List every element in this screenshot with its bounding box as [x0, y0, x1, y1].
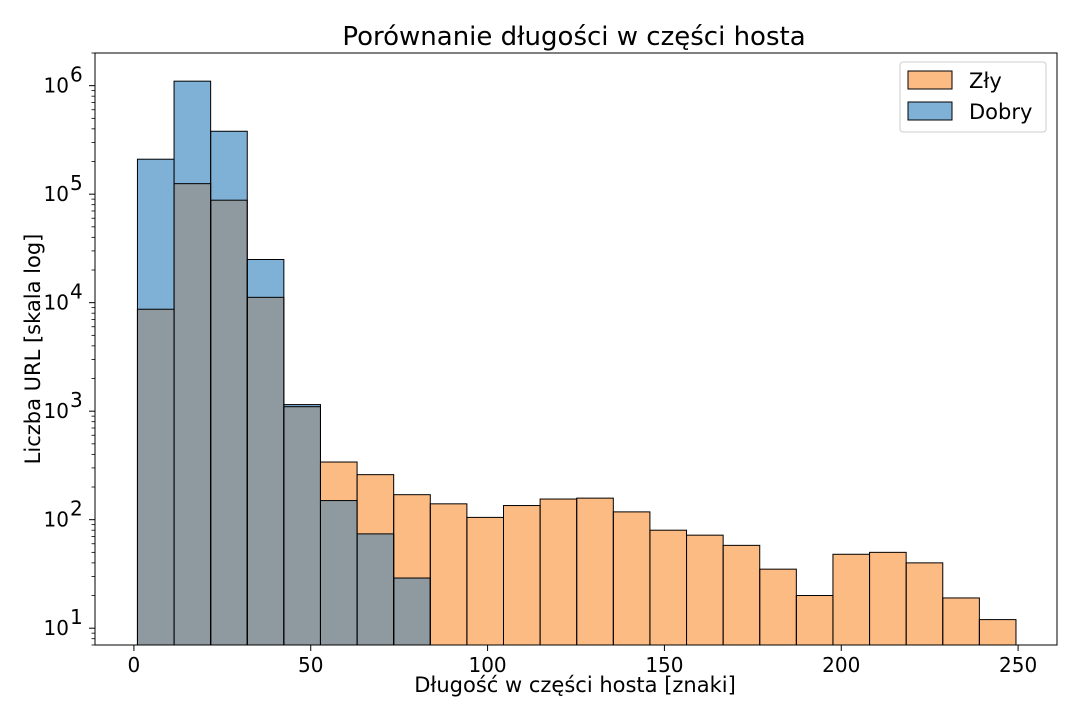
x-tick-label-200: 200	[822, 653, 860, 677]
legend-swatch-dobry	[907, 101, 953, 121]
y-tick-label-3: 10	[44, 291, 69, 315]
y-tick-exponent-4: 5	[70, 171, 83, 195]
legend-swatch-zly	[907, 70, 953, 90]
bar-bin-0-overlap	[137, 309, 175, 645]
y-tick-exponent-3: 4	[70, 280, 83, 304]
bar-bin-12-top	[576, 498, 614, 645]
bar-bin-17-top	[759, 569, 797, 645]
y-tick-label-0: 10	[44, 616, 69, 640]
bar-bin-4-overlap	[283, 406, 321, 645]
x-axis: 0 50 100 150 200 250	[128, 645, 1037, 677]
y-tick-label-5: 10	[44, 74, 69, 98]
bar-bin-21-top	[906, 562, 943, 645]
bar-bin-11-top	[540, 499, 577, 645]
y-tick-label-4: 10	[44, 182, 69, 206]
bar-bin-9-top	[466, 517, 504, 645]
bar-bin-13-top	[613, 511, 650, 645]
y-tick-label-2: 10	[44, 399, 69, 423]
chart-title: Porównanie długości w części hosta	[342, 22, 805, 52]
bar-bin-2-overlap	[210, 200, 248, 646]
bar-bin-1-overlap	[174, 183, 211, 646]
x-tick-label-150: 150	[645, 653, 683, 677]
bar-bin-15-top	[686, 535, 724, 645]
plot-frame	[94, 52, 1058, 646]
y-axis-title: Liczba URL [skala log]	[21, 234, 45, 465]
bar-bin-7-overlap	[393, 578, 431, 645]
legend-label-dobry: Dobry	[969, 100, 1032, 124]
bar-bin-3-overlap	[247, 297, 284, 645]
bar-bin-14-top	[649, 530, 687, 645]
bar-bin-18-top	[796, 595, 833, 645]
x-tick-label-50: 50	[298, 653, 323, 677]
legend: Zły Dobry	[899, 61, 1047, 133]
y-tick-exponent-0: 1	[70, 605, 83, 629]
y-tick-exponent-2: 3	[70, 388, 83, 412]
x-tick-label-0: 0	[128, 653, 141, 677]
bar-bin-6-overlap	[357, 533, 394, 645]
bars-group	[136, 80, 1017, 646]
bar-bin-23-top	[979, 619, 1016, 645]
bar-bin-19-top	[832, 554, 870, 645]
y-tick-label-1: 10	[44, 508, 69, 532]
bar-bin-16-top	[723, 545, 760, 645]
bar-bin-20-top	[869, 552, 907, 645]
x-tick-label-100: 100	[468, 653, 506, 677]
bar-bin-8-top	[430, 503, 467, 645]
bar-bin-22-top	[942, 597, 980, 645]
y-tick-exponent-5: 6	[70, 63, 83, 87]
x-axis-title: Długość w części hosta [znaki]	[414, 673, 736, 697]
bar-bin-5-overlap	[320, 500, 358, 645]
y-tick-exponent-1: 2	[70, 497, 83, 521]
legend-label-zly: Zły	[969, 69, 1002, 93]
bar-bin-10-top	[503, 505, 541, 645]
x-tick-label-250: 250	[999, 653, 1037, 677]
